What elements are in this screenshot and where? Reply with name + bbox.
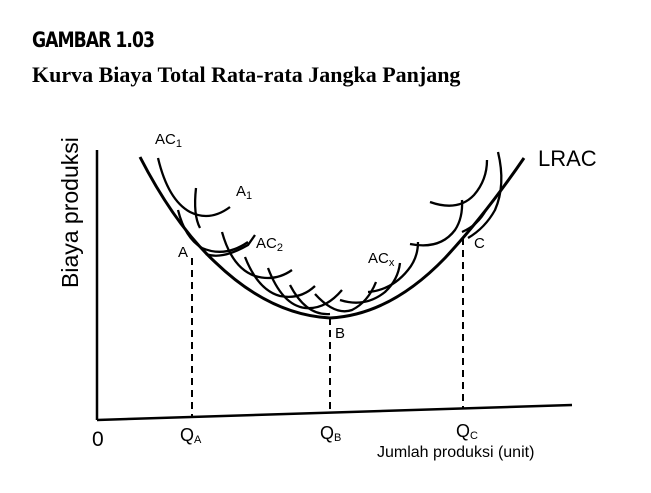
figure-title: Kurva Biaya Total Rata-rata Jangka Panja…	[32, 62, 461, 87]
ac-curve-11	[367, 241, 420, 294]
acx-label: ACx	[368, 250, 395, 269]
x-axis	[96, 403, 573, 422]
point-b-label: B	[335, 325, 345, 342]
ac-curve-1	[156, 157, 231, 218]
a1-label: A1	[236, 183, 252, 202]
ac-curve-6	[243, 256, 316, 299]
qa-label: QA	[180, 425, 202, 446]
ac2-label: AC2	[256, 235, 283, 254]
ac-curve-3	[193, 187, 202, 229]
guide-lines	[191, 238, 464, 417]
ac-curve-12	[409, 199, 464, 247]
ac-curve-2	[176, 209, 249, 253]
lrac-label: LRAC	[538, 146, 597, 171]
qb-label: QB	[320, 423, 341, 444]
figure-number: GAMBAR 1.03	[32, 28, 155, 52]
ac-curve-7	[266, 267, 343, 310]
origin-label: 0	[92, 428, 104, 451]
point-a-label: A	[178, 244, 188, 261]
ac1-label: AC1	[155, 131, 182, 150]
point-c-label: C	[474, 235, 485, 252]
short-run-curves	[156, 151, 503, 316]
x-axis-title: Jumlah produksi (unit)	[377, 444, 534, 461]
ac-curve-15	[467, 151, 503, 239]
y-axis-title: Biaya produksi	[57, 137, 83, 288]
lrac-curve	[138, 156, 526, 320]
ac-curve-10	[339, 262, 402, 304]
ac-curve-9	[314, 281, 378, 313]
ac-curve-13	[429, 159, 489, 207]
qc-label: QC	[456, 421, 478, 442]
ac-curve-4	[205, 234, 256, 257]
ac-curve-8	[288, 284, 331, 316]
ac-curve-14	[461, 209, 488, 234]
